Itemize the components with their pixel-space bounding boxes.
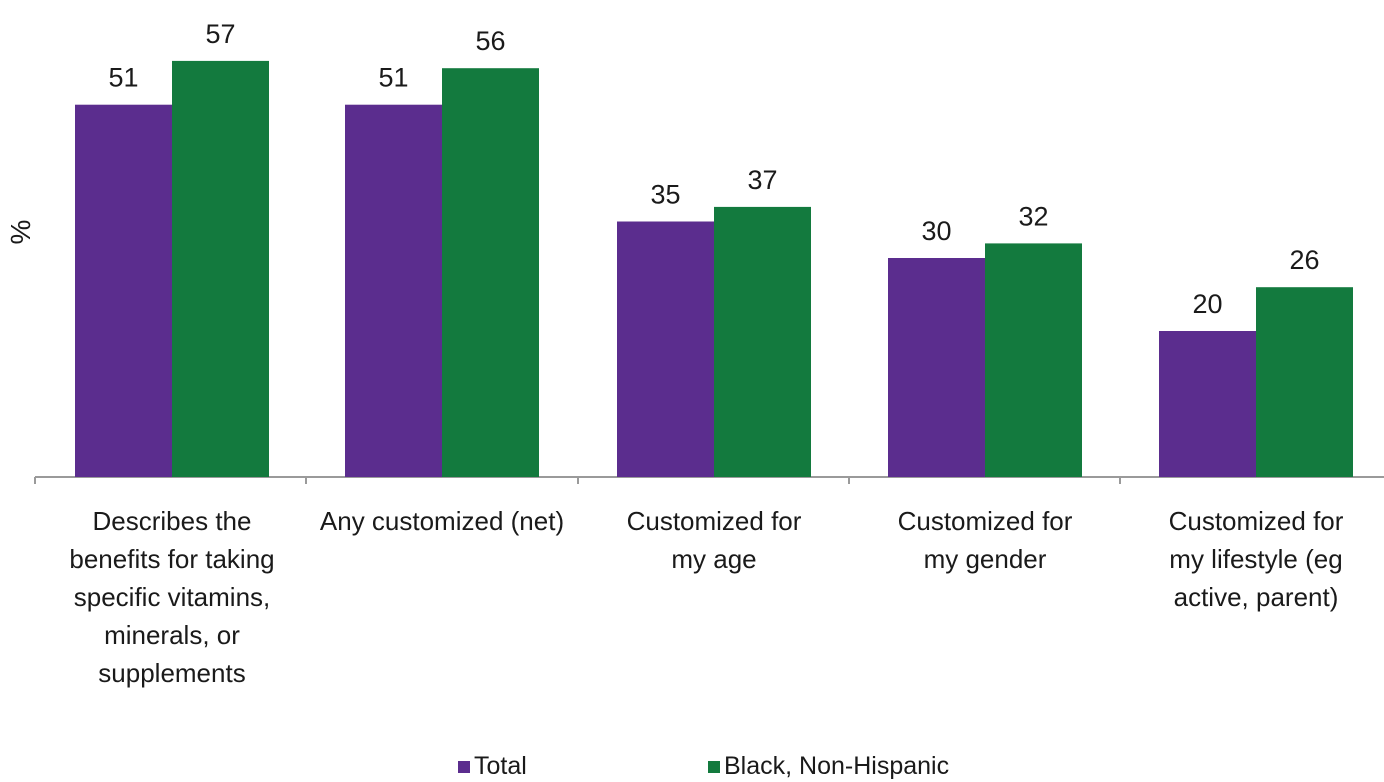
category-label: Any customized (net) bbox=[320, 506, 564, 536]
bar-black-non-hispanic bbox=[1256, 287, 1353, 477]
legend: Total Black, Non-Hispanic bbox=[0, 752, 1384, 782]
category-label: Customized for my lifestyle (eg active, pa… bbox=[1169, 506, 1344, 612]
bar-total bbox=[1159, 331, 1256, 477]
bar-total bbox=[345, 104, 442, 477]
data-label: 51 bbox=[378, 63, 408, 93]
legend-label-total: Total bbox=[474, 752, 527, 780]
data-labels: 51 57 51 56 35 37 30 32 20 26 bbox=[108, 19, 1319, 319]
data-label: 37 bbox=[747, 165, 777, 195]
bar-total bbox=[888, 258, 985, 477]
y-axis-label: % bbox=[5, 220, 36, 245]
category-label: Describes the benefits for taking specific… bbox=[69, 506, 274, 688]
data-label: 35 bbox=[650, 180, 680, 210]
bar-total bbox=[617, 221, 714, 477]
legend-label-black-non-hispanic: Black, Non-Hispanic bbox=[724, 752, 950, 780]
category-labels: Describes the benefits for taking specific… bbox=[69, 506, 1343, 688]
data-label: 20 bbox=[1192, 289, 1222, 319]
bar-total bbox=[75, 104, 172, 477]
bars bbox=[75, 60, 1353, 478]
bar-black-non-hispanic bbox=[985, 243, 1082, 477]
legend-swatch-black-non-hispanic bbox=[708, 760, 720, 773]
category-label: Customized for my gender bbox=[898, 506, 1073, 574]
legend-swatch-total bbox=[458, 760, 470, 773]
bar-black-non-hispanic bbox=[714, 206, 811, 477]
legend-item-black-non-hispanic: Black, Non-Hispanic bbox=[708, 752, 949, 781]
data-label: 32 bbox=[1018, 201, 1048, 231]
data-label: 26 bbox=[1289, 245, 1319, 275]
x-axis-ticks bbox=[34, 477, 1121, 484]
data-label: 30 bbox=[921, 216, 951, 246]
legend-item-total: Total bbox=[458, 752, 527, 781]
bar-black-non-hispanic bbox=[442, 68, 539, 477]
data-label: 57 bbox=[205, 19, 235, 49]
data-label: 51 bbox=[108, 63, 138, 93]
data-label: 56 bbox=[475, 26, 505, 56]
category-label: Customized for my age bbox=[627, 506, 802, 574]
bar-black-non-hispanic bbox=[172, 60, 269, 478]
